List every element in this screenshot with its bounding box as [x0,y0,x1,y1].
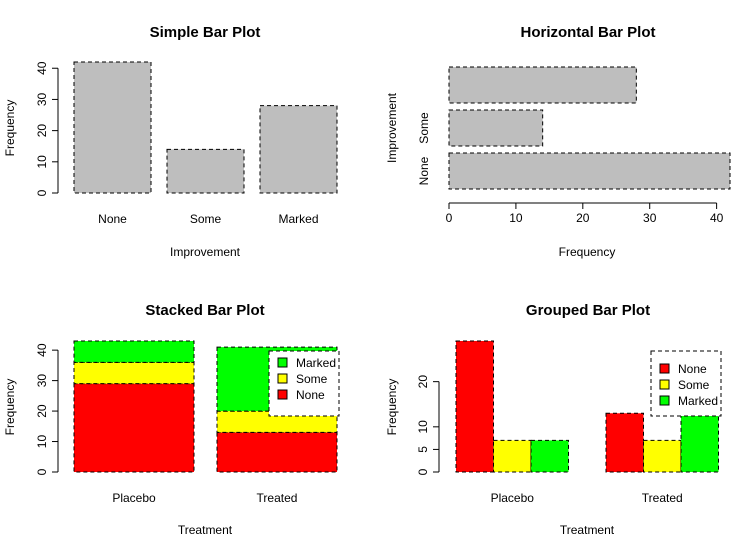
x-tick-label: 30 [643,211,657,225]
legend-swatch-some [659,379,670,390]
simple-bar-plot-xlabel: Improvement [170,245,241,259]
panel-simple-bar-plot: Simple Bar Plot Improvement Frequency 0 1… [3,24,338,259]
y-category-label: Some [417,112,431,144]
bar-placebo-none [73,383,195,473]
bar-placebo-some [73,361,195,385]
y-tick-label: 20 [416,375,430,389]
stacked-bar-plot-ylabel: Frequency [3,379,17,436]
stacked-bar-plot-xlabel: Treatment [178,523,233,537]
legend-swatch-marked [659,395,670,406]
x-tick-label: 40 [710,211,724,225]
horizontal-bar-plot-ylabel: Improvement [385,92,399,163]
legend-swatch-none [659,363,670,374]
y-tick-label: 30 [35,92,49,106]
simple-bar-plot-ylabel: Frequency [3,100,17,157]
horizontal-bar-plot-title: Horizontal Bar Plot [520,24,655,41]
x-tick-label: Placebo [491,491,535,505]
legend-swatch-marked [277,357,288,368]
x-tick-label: Placebo [112,491,156,505]
x-tick-label: None [98,212,127,226]
stacked-bar-plot-title: Stacked Bar Plot [145,302,264,319]
panel-grouped-bar-plot: Grouped Bar Plot Treatment Frequency 0 5 1… [385,302,722,537]
y-tick-label: 20 [35,124,49,138]
x-tick-label: 10 [509,211,523,225]
y-tick-label: 20 [35,404,49,418]
bar-placebo-some [493,439,532,473]
bar-treated-none [605,412,644,473]
bar-placebo-none [455,340,494,473]
legend-label-marked: Marked [296,356,336,370]
simple-bar-plot-title: Simple Bar Plot [150,24,261,41]
y-tick-label: 30 [35,374,49,388]
x-tick-label: 0 [446,211,453,225]
y-tick-label: 10 [416,420,430,434]
x-tick-label: Some [190,212,222,226]
bar-none [73,61,152,194]
bar-none [448,152,731,190]
y-tick-label: 5 [416,446,430,453]
y-tick-label: 10 [35,155,49,169]
legend-swatch-none [277,389,288,400]
legend-label-marked: Marked [678,394,718,408]
y-tick-label: 40 [35,343,49,357]
legend-label-some: Some [678,378,710,392]
grouped-bar-plot-xlabel: Treatment [560,523,615,537]
y-tick-label: 0 [416,468,430,475]
x-tick-label: 20 [576,211,590,225]
y-category-label: None [417,156,431,185]
bar-some [448,109,544,147]
bar-treated-some [643,439,682,473]
grouped-bar-plot-title: Grouped Bar Plot [526,302,650,319]
legend-label-none: None [678,362,707,376]
panel-stacked-bar-plot: Stacked Bar Plot Treatment Frequency 0 10… [3,302,340,537]
y-tick-label: 0 [35,468,49,475]
y-tick-label: 10 [35,435,49,449]
y-tick-label: 40 [35,61,49,75]
bar-marked [448,66,637,104]
panel-horizontal-bar-plot: Horizontal Bar Plot Frequency Improvemen… [385,24,731,259]
bar-some [166,148,245,194]
legend-label-none: None [296,388,325,402]
legend-label-some: Some [296,372,328,386]
legend-swatch-some [277,373,288,384]
bar-placebo-marked [530,439,569,473]
grouped-bar-plot-ylabel: Frequency [385,379,399,436]
x-tick-label: Marked [278,212,318,226]
x-tick-label: Treated [642,491,683,505]
bar-placebo-marked [73,340,195,363]
bar-marked [259,105,338,194]
horizontal-bar-plot-xlabel: Frequency [559,245,616,259]
x-tick-label: Treated [257,491,298,505]
bar-treated-none [216,431,338,473]
y-tick-label: 0 [35,189,49,196]
